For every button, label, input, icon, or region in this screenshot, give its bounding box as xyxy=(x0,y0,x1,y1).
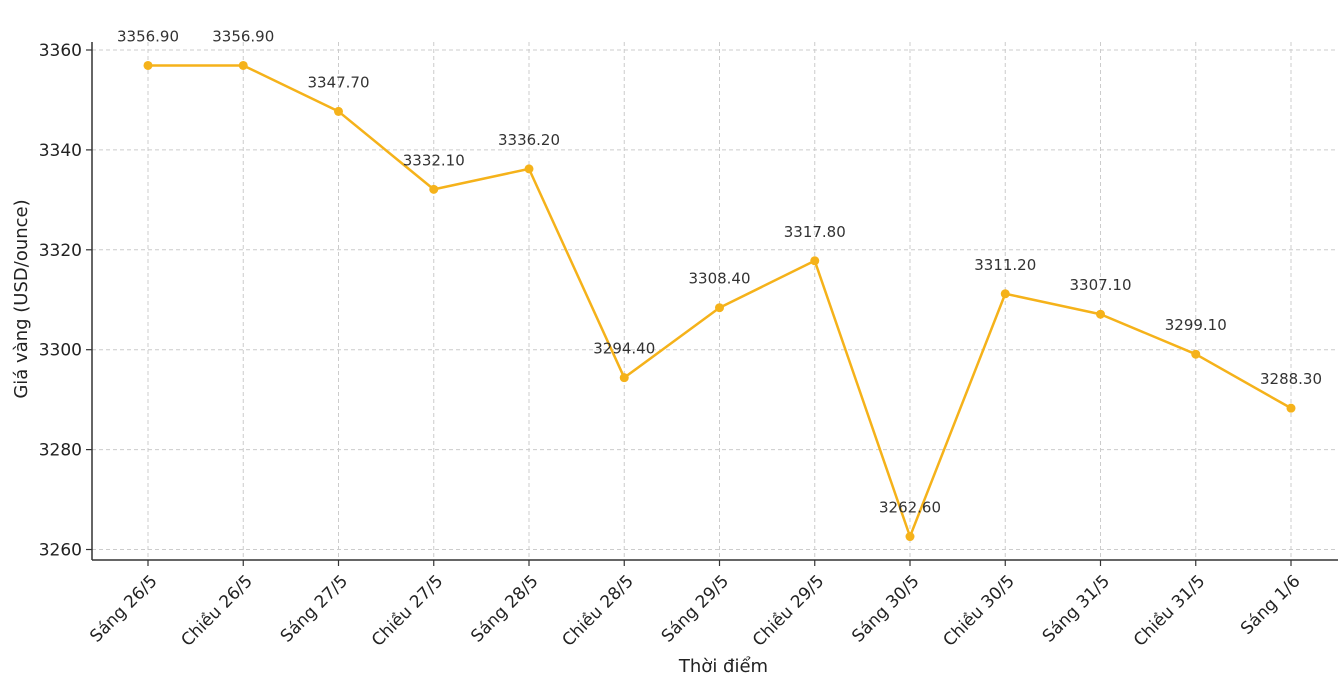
x-tick-label: Chiều 31/5 xyxy=(1129,571,1209,651)
data-point xyxy=(334,106,343,116)
data-point xyxy=(238,60,248,70)
data-point xyxy=(524,164,534,174)
y-tick-label: 3320 xyxy=(39,241,82,261)
data-point xyxy=(429,184,439,194)
data-label: 3347.70 xyxy=(307,73,369,91)
y-tick-label: 3260 xyxy=(39,541,82,561)
x-tick-label: Sáng 27/5 xyxy=(277,571,352,646)
y-tick-label: 3340 xyxy=(39,141,82,161)
data-label: 3311.20 xyxy=(974,256,1036,274)
x-tick-label: Chiều 30/5 xyxy=(939,571,1019,651)
data-labels: 3356.90 3356.90 3347.70 3332.10 3336.20 3294.… xyxy=(117,27,1322,516)
data-label: 3356.90 xyxy=(117,27,179,45)
x-tick-label: Chiều 29/5 xyxy=(748,571,828,651)
data-label: 3336.20 xyxy=(498,131,560,149)
data-points xyxy=(143,60,1296,542)
data-label: 3299.10 xyxy=(1165,316,1227,334)
data-label: 3308.40 xyxy=(688,270,750,288)
x-tick-label: Sáng 30/5 xyxy=(848,571,923,646)
data-point xyxy=(1191,349,1201,359)
y-axis-title: Giá vàng (USD/ounce) xyxy=(11,199,32,398)
y-tick-label: 3360 xyxy=(39,41,82,61)
x-tick-label: Sáng 29/5 xyxy=(658,571,733,646)
y-tick-label: 3280 xyxy=(39,441,82,461)
data-point xyxy=(810,256,820,266)
grid xyxy=(92,42,1338,560)
data-label: 3332.10 xyxy=(403,151,465,169)
x-axis-title: Thời điểm xyxy=(678,656,768,677)
data-label: 3294.40 xyxy=(593,340,655,358)
data-point xyxy=(1000,289,1010,299)
x-tick-label: Chiều 28/5 xyxy=(558,571,638,651)
data-label: 3317.80 xyxy=(784,223,846,241)
x-tick-label: Chiều 27/5 xyxy=(367,571,447,651)
data-point xyxy=(905,532,915,542)
x-tick-label: Sáng 26/5 xyxy=(86,571,161,646)
data-label: 3356.90 xyxy=(212,27,274,45)
x-tick-label: Sáng 28/5 xyxy=(467,571,542,646)
x-tick-label: Chiều 26/5 xyxy=(177,571,257,651)
y-ticks: 3260 3280 3300 3320 3340 3360 xyxy=(39,41,92,561)
axes xyxy=(91,42,1338,561)
x-tick-label: Sáng 1/6 xyxy=(1237,571,1305,639)
x-tick-label: Sáng 31/5 xyxy=(1039,571,1114,646)
y-tick-label: 3300 xyxy=(39,341,82,361)
data-label: 3307.10 xyxy=(1069,276,1131,294)
data-point xyxy=(143,60,153,70)
data-point xyxy=(715,303,724,313)
data-point xyxy=(1286,403,1296,413)
x-ticks: Sáng 26/5 Chiều 26/5 Sáng 27/5 Chiều 27/5 Sá… xyxy=(86,560,1305,651)
data-label: 3288.30 xyxy=(1260,370,1322,388)
data-point xyxy=(619,373,629,383)
data-point xyxy=(1096,309,1105,319)
data-label: 3262.60 xyxy=(879,499,941,517)
